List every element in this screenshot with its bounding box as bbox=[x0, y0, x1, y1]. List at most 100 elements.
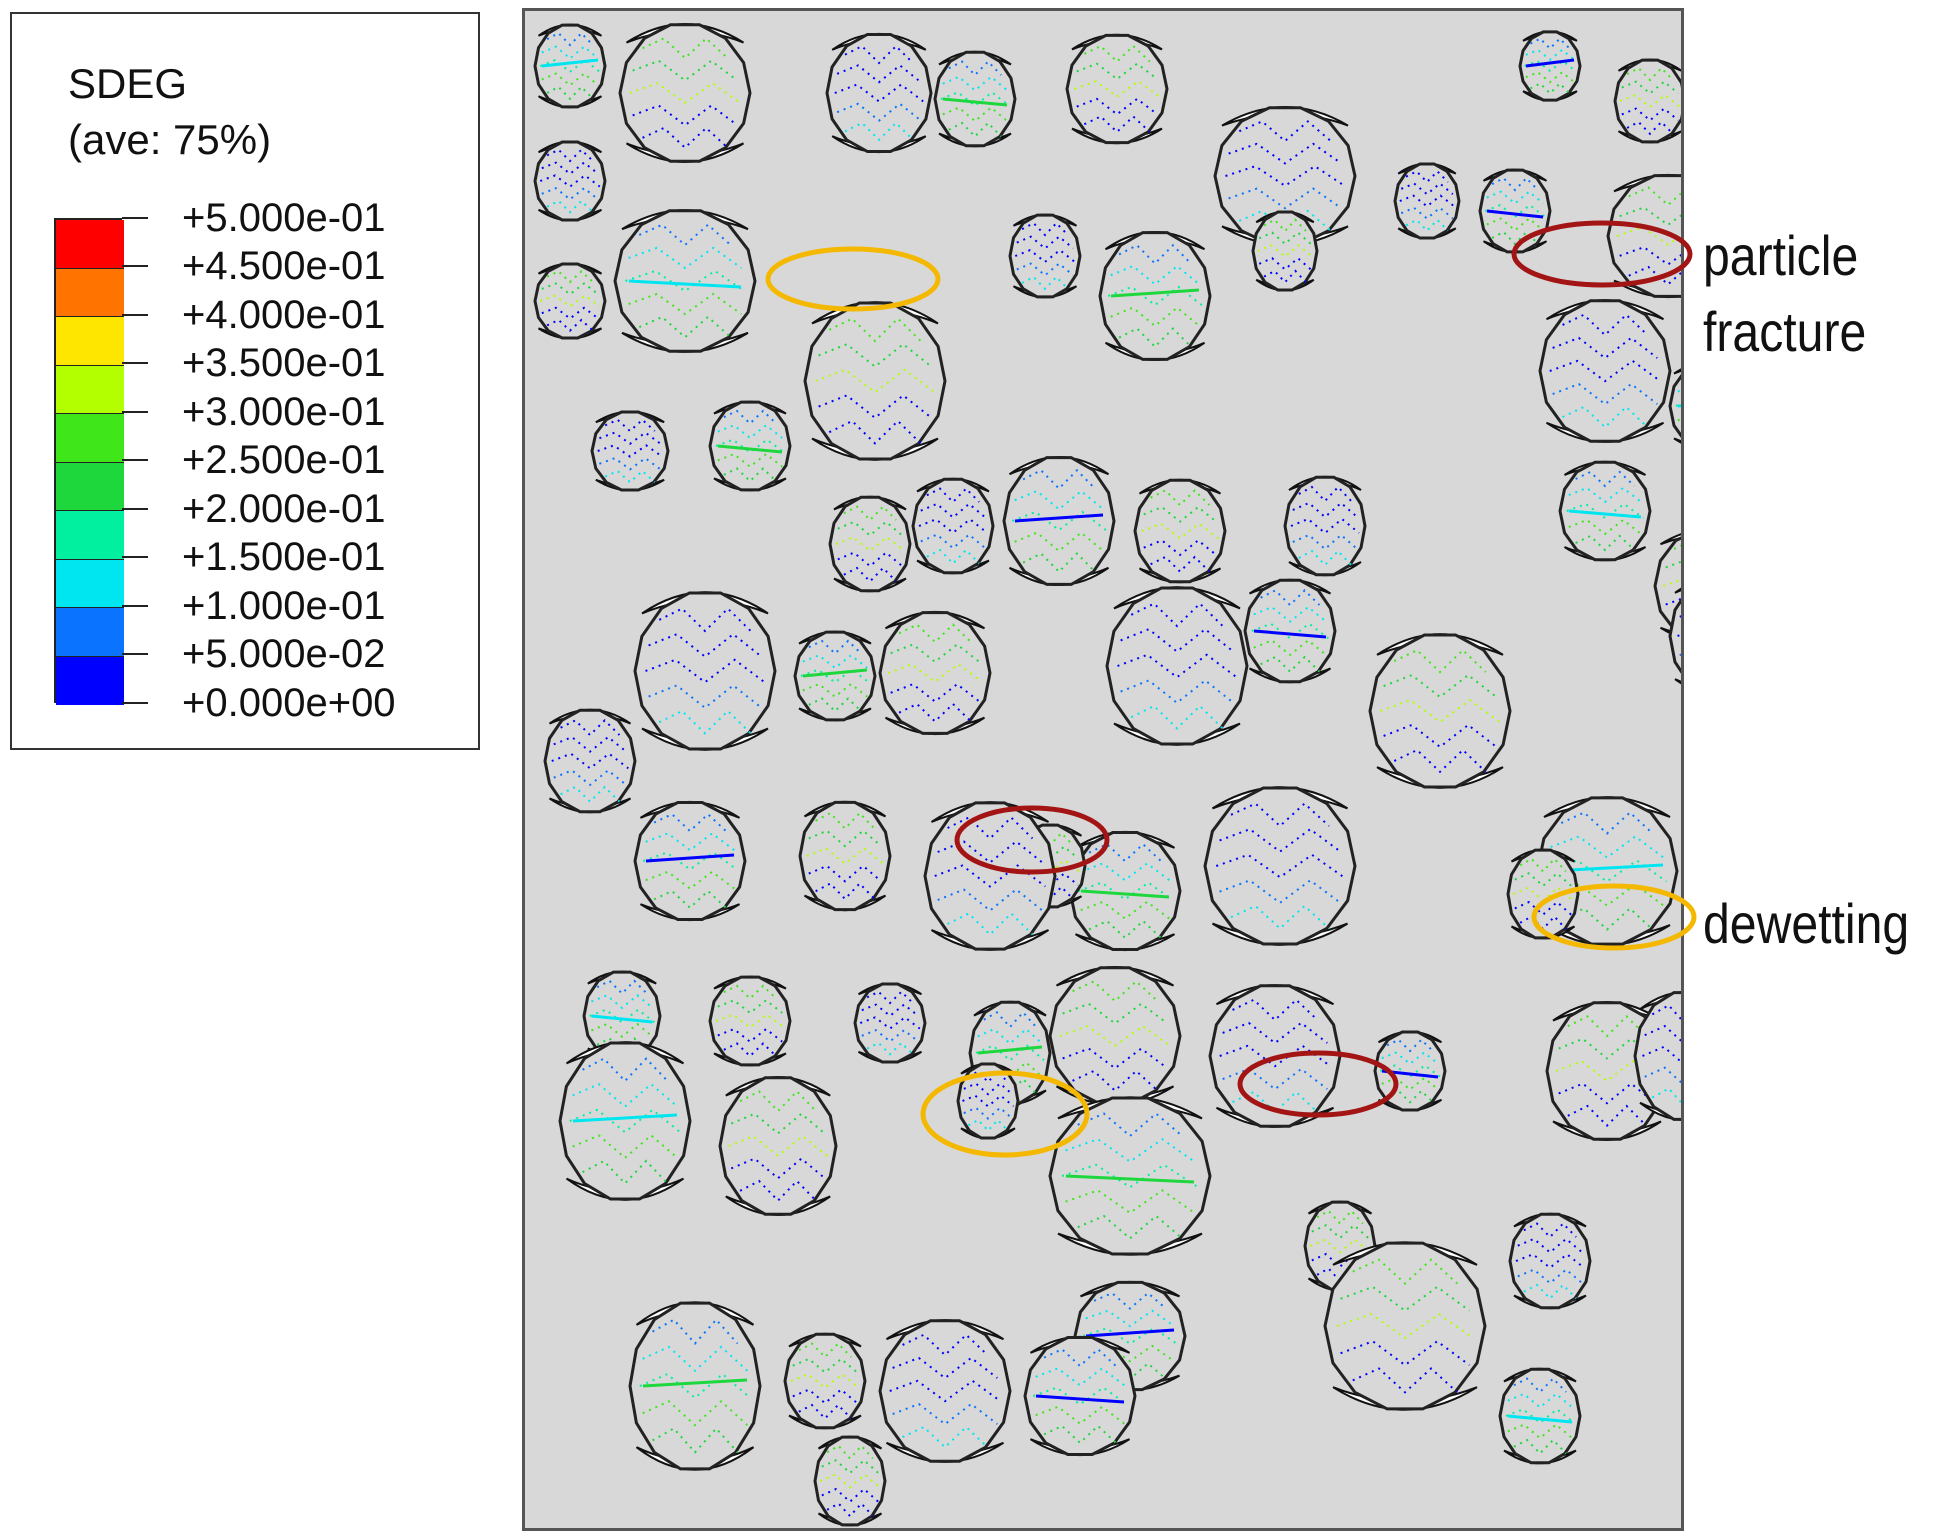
cohesive-element-line bbox=[728, 1134, 828, 1158]
damaged-cohesive-line bbox=[541, 58, 599, 68]
cohesive-element-line bbox=[844, 121, 914, 142]
particle-outline bbox=[1048, 966, 1182, 1106]
cohesive-element-line bbox=[541, 186, 599, 201]
particle bbox=[933, 50, 1017, 148]
particle bbox=[1508, 1212, 1592, 1310]
cohesive-element-line bbox=[834, 83, 924, 103]
cohesive-element-line bbox=[1393, 748, 1487, 774]
cohesive-element-line bbox=[1228, 187, 1342, 210]
cohesive-element-line bbox=[1568, 518, 1642, 536]
particle bbox=[1613, 58, 1681, 144]
particle-outline bbox=[1213, 106, 1357, 246]
cohesive-element-line bbox=[1072, 980, 1159, 1003]
particle-outline bbox=[853, 982, 927, 1064]
debond-gap bbox=[1673, 368, 1681, 375]
cohesive-element-line bbox=[1383, 723, 1498, 749]
particle bbox=[1368, 633, 1512, 789]
cohesive-element-line bbox=[808, 864, 882, 883]
legend-tick bbox=[122, 362, 148, 364]
cohesive-element-line bbox=[1088, 919, 1162, 940]
cohesive-element-line bbox=[1352, 1258, 1458, 1285]
damaged-cohesive-line bbox=[977, 1045, 1043, 1055]
particle bbox=[1668, 587, 1681, 685]
cohesive-element-line bbox=[866, 1041, 914, 1056]
particle-outline bbox=[1368, 633, 1512, 789]
particle bbox=[1002, 456, 1116, 586]
damaged-cohesive-line bbox=[642, 1378, 748, 1388]
cohesive-element-line bbox=[546, 148, 594, 163]
particle-outline bbox=[633, 801, 747, 921]
cohesive-element-line bbox=[1263, 218, 1307, 233]
cohesive-element-line bbox=[541, 282, 599, 296]
legend-band bbox=[56, 559, 124, 608]
cohesive-element-line bbox=[1143, 539, 1217, 557]
particle bbox=[1538, 299, 1672, 443]
particle-outline bbox=[1633, 991, 1681, 1121]
particle-outline bbox=[828, 495, 912, 593]
cohesive-element-line bbox=[597, 444, 663, 458]
cohesive-element-line bbox=[1253, 605, 1327, 623]
cohesive-element-line bbox=[723, 467, 777, 483]
particle bbox=[1023, 1336, 1137, 1456]
cohesive-element-line bbox=[629, 81, 741, 105]
cohesive-element-line bbox=[1644, 1066, 1681, 1084]
cohesive-element-line bbox=[1316, 1209, 1364, 1225]
cohesive-element-line bbox=[1088, 842, 1162, 863]
cohesive-element-line bbox=[1491, 176, 1539, 192]
particle-fracture-line1: particle bbox=[1703, 224, 1859, 287]
cohesive-element-line bbox=[1550, 835, 1664, 859]
particle bbox=[708, 975, 792, 1067]
particle bbox=[633, 591, 777, 751]
particle-outline bbox=[558, 1041, 692, 1201]
cohesive-element-line bbox=[642, 126, 729, 149]
cohesive-element-line bbox=[1260, 655, 1321, 674]
particle bbox=[1048, 1096, 1212, 1256]
cohesive-element-line bbox=[645, 870, 735, 890]
cohesive-element-line bbox=[844, 44, 914, 65]
cohesive-element-line bbox=[1076, 62, 1158, 81]
particle bbox=[1633, 991, 1681, 1121]
particle bbox=[878, 1319, 1012, 1463]
cohesive-element-line bbox=[541, 306, 599, 320]
cohesive-element-line bbox=[1558, 1082, 1656, 1105]
cohesive-element-line bbox=[808, 829, 882, 848]
particle-outline bbox=[633, 591, 777, 751]
cohesive-element-line bbox=[890, 643, 980, 664]
particle bbox=[803, 301, 947, 461]
cohesive-element-line bbox=[658, 709, 752, 735]
particle-outline bbox=[708, 400, 792, 492]
cohesive-element-line bbox=[1014, 489, 1104, 511]
particle bbox=[628, 1301, 762, 1471]
cohesive-element-line bbox=[1093, 1291, 1167, 1310]
legend-label-9: +5.000e-02 bbox=[182, 632, 386, 676]
cohesive-element-line bbox=[1143, 505, 1217, 523]
cohesive-element-line bbox=[560, 718, 621, 737]
legend-tick bbox=[122, 314, 148, 316]
damaged-cohesive-line bbox=[942, 97, 1008, 107]
particle-outline bbox=[878, 1319, 1012, 1463]
cohesive-element-line bbox=[1562, 313, 1649, 337]
cohesive-element-line bbox=[890, 682, 980, 703]
particle-outline bbox=[1065, 33, 1169, 145]
cohesive-element-line bbox=[1150, 555, 1211, 574]
cohesive-element-line bbox=[1035, 1367, 1125, 1387]
cohesive-element-line bbox=[723, 1042, 777, 1058]
cohesive-element-line bbox=[1110, 264, 1200, 286]
damaged-cohesive-line bbox=[1253, 629, 1327, 639]
particle-outline bbox=[933, 50, 1017, 148]
particle-outline bbox=[1538, 299, 1672, 443]
particle bbox=[1498, 1367, 1582, 1465]
particle-outline bbox=[1023, 1336, 1137, 1456]
particle-outline bbox=[1208, 984, 1342, 1128]
particle-outline bbox=[718, 1076, 838, 1216]
cohesive-element-line bbox=[1525, 48, 1575, 61]
particle-outline bbox=[803, 301, 947, 461]
damaged-cohesive-line bbox=[645, 853, 735, 863]
cohesive-element-line bbox=[1567, 1104, 1647, 1128]
particle bbox=[1133, 478, 1227, 584]
particle-fracture-line2: fracture bbox=[1703, 300, 1867, 363]
legend-tick bbox=[122, 459, 148, 461]
particle bbox=[1048, 966, 1182, 1106]
legend-tick bbox=[122, 702, 148, 704]
cohesive-element-line bbox=[1021, 221, 1069, 237]
